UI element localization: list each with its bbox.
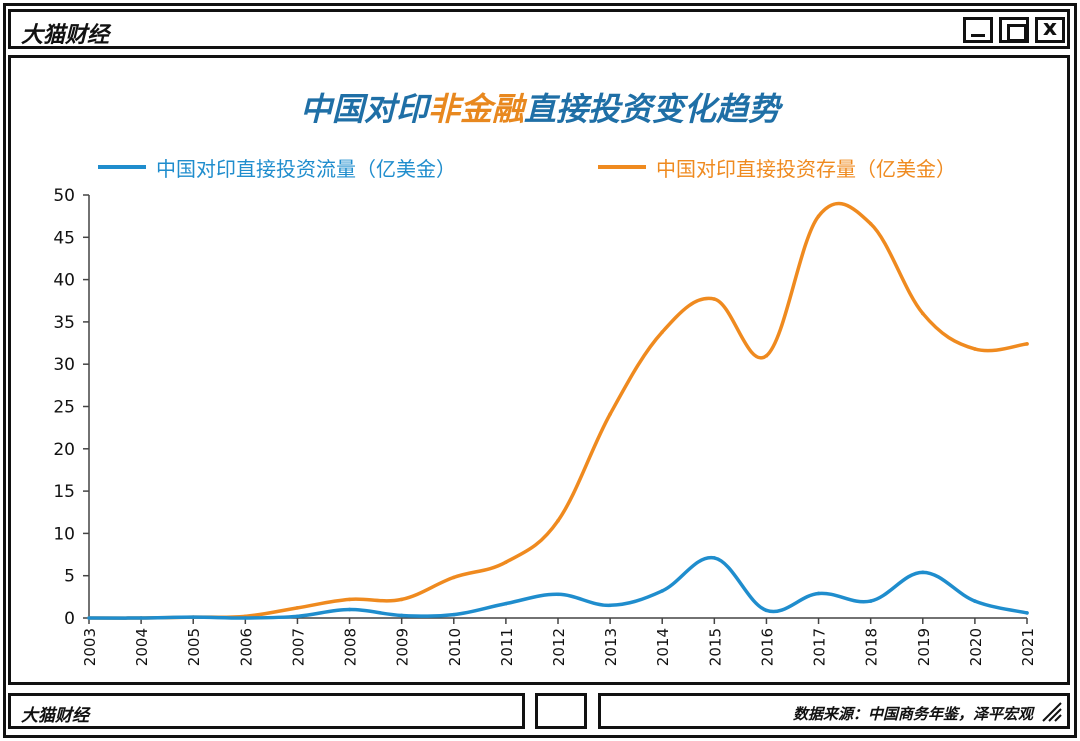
flow-point-2019: [920, 570, 925, 575]
stock-point-2014: [660, 330, 665, 334]
y-tick-label: 35: [53, 313, 75, 333]
x-tick-label: 2011: [498, 628, 516, 666]
close-button[interactable]: x: [1035, 16, 1065, 43]
flow-point-2018: [868, 599, 873, 603]
stock-point-2010: [451, 575, 456, 580]
app-title: 大猫财经: [21, 23, 110, 48]
resize-grip-icon[interactable]: [1039, 699, 1063, 723]
flow-point-2015: [712, 556, 717, 560]
legend-flow-swatch: [98, 165, 146, 169]
x-tick-label: 2019: [915, 628, 933, 666]
flow-point-2013: [608, 603, 612, 608]
flow-point-2003: [87, 616, 91, 620]
stock-point-2019: [920, 311, 925, 316]
x-tick-label: 2009: [394, 628, 412, 666]
flow-point-2008: [347, 607, 352, 612]
stock-point-2009: [399, 597, 404, 602]
y-tick-label: 5: [64, 567, 75, 587]
y-tick-label: 15: [53, 482, 75, 502]
flow-point-2010: [451, 612, 456, 617]
y-tick-label: 25: [53, 398, 75, 418]
stock-point-2012: [556, 518, 560, 523]
maximize-icon[interactable]: [999, 17, 1029, 43]
x-tick-label: 2014: [654, 628, 672, 666]
y-tick-label: 40: [53, 271, 75, 291]
x-tick-label: 2020: [967, 628, 985, 666]
legend-stock-label: 中国对印直接投资存量（亿美金）: [656, 156, 956, 181]
x-tick-label: 2004: [133, 628, 151, 666]
chart-title: 中国对印非金融直接投资变化趋势: [0, 84, 1080, 130]
x-tick-label: 2007: [289, 628, 307, 666]
series-line-flow: [87, 556, 1029, 620]
chart-title-part-2: 非金融: [427, 90, 524, 128]
y-tick-label: 50: [53, 186, 75, 206]
x-tick-label: 2018: [863, 628, 881, 666]
flow-point-2005: [191, 615, 196, 619]
flow-point-2014: [660, 589, 665, 593]
window-frame: [3, 3, 1077, 738]
legend-stock-swatch: [598, 165, 646, 169]
x-tick-label: 2012: [550, 628, 568, 666]
footer-left-box: 大猫财经: [8, 693, 525, 729]
y-tick-label: 20: [53, 440, 75, 460]
chart-panel: [8, 55, 1070, 685]
stock-point-2007: [295, 606, 300, 610]
series-line-stock: [87, 201, 1029, 620]
title-bar: 大猫财经 x: [8, 9, 1070, 49]
flow-point-2004: [139, 616, 143, 620]
stock-point-2015: [712, 297, 717, 301]
legend-flow-label: 中国对印直接投资流量（亿美金）: [156, 156, 456, 181]
x-tick-label: 2010: [446, 628, 464, 666]
flow-point-2021: [1025, 611, 1029, 615]
x-tick-label: 2015: [706, 628, 724, 666]
close-icon: x: [1042, 16, 1058, 41]
stock-point-2016: [764, 353, 769, 358]
stock-point-2020: [973, 347, 977, 351]
stock-point-2021: [1025, 342, 1029, 346]
stock-point-2011: [504, 560, 508, 564]
x-tick-label: 2006: [237, 628, 255, 666]
flow-point-2009: [399, 613, 404, 618]
y-tick-label: 10: [53, 524, 75, 544]
chart-title-part-1: 中国对印: [299, 90, 428, 128]
x-tick-label: 2017: [811, 628, 829, 666]
stock-point-2008: [347, 597, 352, 602]
y-tick-label: 45: [53, 228, 75, 248]
x-tick-label: 2016: [758, 628, 776, 666]
y-tick-label: 0: [64, 609, 75, 629]
x-tick-label: 2008: [342, 628, 360, 666]
chart-title-part-3: 直接投资: [524, 90, 653, 128]
legend-stock: 中国对印直接投资存量（亿美金）: [598, 152, 956, 182]
flow-point-2012: [556, 592, 560, 597]
chart-title-part-4: 变化趋势: [652, 90, 781, 128]
footer-brand: 大猫财经: [21, 706, 89, 726]
flow-point-2016: [764, 608, 769, 613]
footer-mid-box: [535, 693, 587, 729]
legend-flow: 中国对印直接投资流量（亿美金）: [98, 152, 456, 182]
stock-point-2013: [608, 412, 612, 416]
x-tick-label: 2021: [1019, 628, 1037, 666]
y-tick-label: 30: [53, 355, 75, 375]
flow-point-2011: [504, 601, 508, 606]
flow-point-2007: [295, 614, 300, 619]
footer-source: 数据来源：中国商务年鉴，泽平宏观: [792, 705, 1033, 723]
flow-point-2020: [973, 599, 977, 603]
minimize-icon[interactable]: [963, 17, 993, 43]
x-tick-label: 2003: [81, 628, 99, 666]
footer-right-box: 数据来源：中国商务年鉴，泽平宏观: [598, 693, 1070, 729]
flow-point-2006: [243, 616, 248, 620]
x-tick-label: 2013: [602, 628, 620, 666]
stock-point-2018: [868, 221, 873, 226]
flow-point-2017: [816, 591, 821, 596]
x-tick-label: 2005: [185, 628, 203, 666]
stock-point-2017: [816, 214, 821, 218]
